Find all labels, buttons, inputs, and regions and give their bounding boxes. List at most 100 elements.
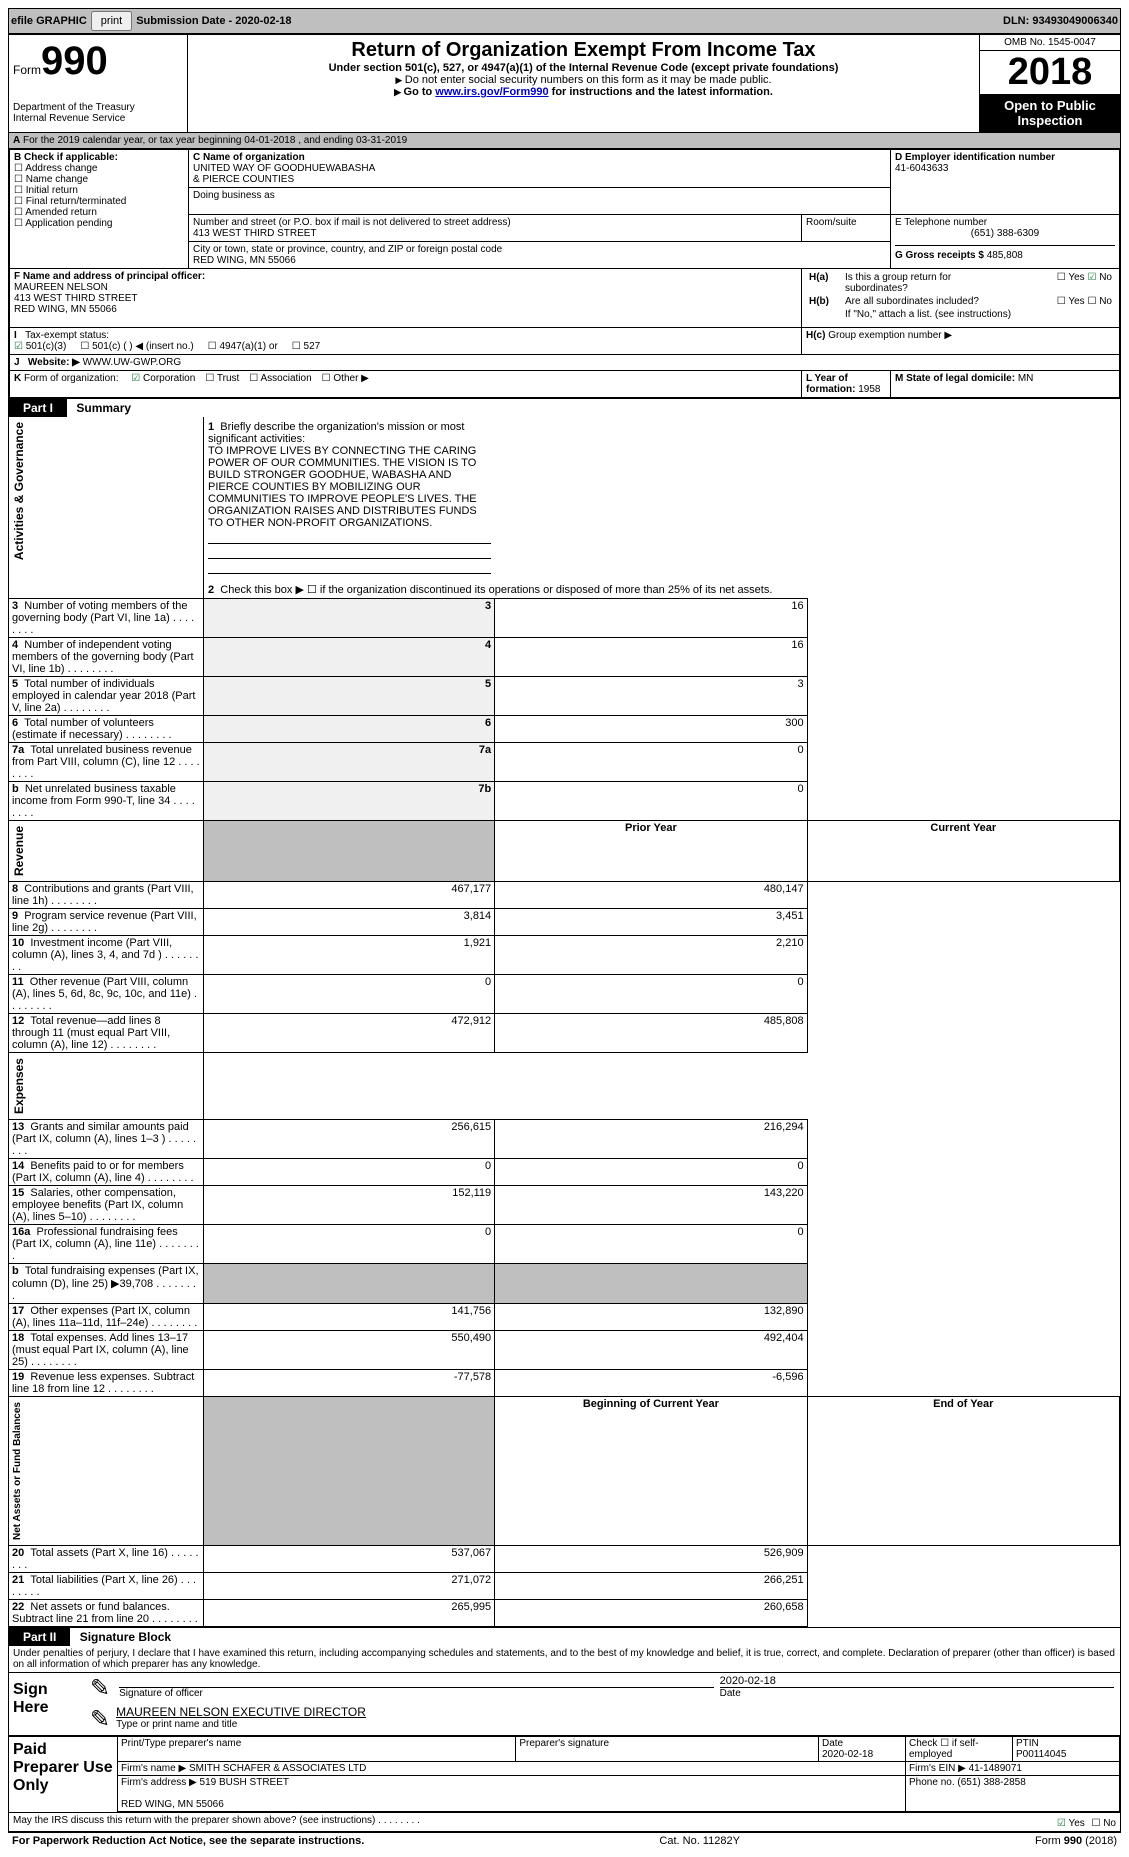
table-row: b Net unrelated business taxable income …: [9, 782, 1120, 821]
gov-section-label: Activities & Governance: [12, 418, 26, 564]
rev-section-label: Revenue: [12, 822, 26, 880]
firm-phone: (651) 388-2858: [957, 1777, 1025, 1788]
box-b-checkbox[interactable]: Name change: [14, 174, 184, 185]
footer-cat: Cat. No. 11282Y: [659, 1835, 740, 1847]
firm-name-label: Firm's name ▶: [121, 1763, 186, 1774]
tax-status-option[interactable]: 4947(a)(1) or: [208, 341, 278, 352]
h-b-label: Are all subordinates included?: [842, 295, 1019, 308]
box-j-label: Website: ▶: [28, 357, 80, 368]
box-c-label: C Name of organization: [193, 152, 886, 163]
tax-status-option[interactable]: 501(c)(3): [14, 341, 66, 352]
col-current-year: Current Year: [807, 821, 1119, 882]
prep-name-label: Print/Type preparer's name: [121, 1738, 241, 1749]
line2-text: Check this box ▶ ☐ if the organization d…: [220, 584, 772, 596]
table-row: 18 Total expenses. Add lines 13–17 (must…: [9, 1331, 1120, 1370]
tax-status-option[interactable]: 527: [292, 341, 320, 352]
h-a-yes[interactable]: Yes: [1057, 272, 1085, 283]
pen-icon: ✎: [87, 1673, 113, 1705]
box-k-label: Form of organization:: [24, 373, 119, 384]
box-b-checkbox[interactable]: Amended return: [14, 207, 184, 218]
typed-label: Type or print name and title: [116, 1719, 1117, 1730]
sig-officer-label: Signature of officer: [119, 1687, 714, 1699]
col-beg-year: Beginning of Current Year: [495, 1397, 807, 1546]
table-row: 19 Revenue less expenses. Subtract line …: [9, 1370, 1120, 1397]
col-end-year: End of Year: [807, 1397, 1119, 1546]
footer-right: Form 990 (2018): [1035, 1835, 1117, 1847]
form-org-option[interactable]: Other ▶: [322, 373, 369, 384]
state-domicile: MN: [1018, 373, 1034, 384]
pen-icon: ✎: [87, 1704, 113, 1735]
firm-ein: 41-1489071: [969, 1763, 1022, 1774]
sig-date-label: Date: [720, 1687, 1114, 1699]
line1-label: Briefly describe the organization's miss…: [208, 421, 464, 445]
officer-name: MAUREEN NELSON: [14, 282, 797, 293]
tax-status-option[interactable]: 501(c) ( ) ◀ (insert no.): [80, 341, 193, 352]
paid-preparer-label: Paid Preparer Use Only: [9, 1736, 118, 1812]
table-row: 6 Total number of volunteers (estimate i…: [9, 716, 1120, 743]
form-org-option[interactable]: Trust: [205, 373, 239, 384]
table-row: 21 Total liabilities (Part X, line 26)27…: [9, 1573, 1120, 1600]
telephone: (651) 388-6309: [895, 228, 1115, 239]
table-row: 7a Total unrelated business revenue from…: [9, 743, 1120, 782]
table-row: 3 Number of voting members of the govern…: [9, 599, 1120, 638]
prep-self-employed[interactable]: Check ☐ if self-employed: [906, 1736, 1013, 1762]
h-b-no[interactable]: No: [1087, 296, 1112, 307]
table-row: 17 Other expenses (Part IX, column (A), …: [9, 1304, 1120, 1331]
ptin-value: P00114045: [1016, 1749, 1066, 1760]
form-org-option[interactable]: Corporation: [131, 373, 195, 384]
box-b-checkbox[interactable]: Application pending: [14, 218, 184, 229]
officer-typed-name: MAUREEN NELSON EXECUTIVE DIRECTOR: [116, 1705, 1117, 1719]
box-g-label: G Gross receipts $: [895, 250, 987, 261]
box-b-checkbox[interactable]: Initial return: [14, 185, 184, 196]
table-row: 10 Investment income (Part VIII, column …: [9, 936, 1120, 975]
h-a-no[interactable]: No: [1087, 272, 1112, 283]
dba-label: Doing business as: [193, 190, 886, 201]
submission-date-label: Submission Date - 2020-02-18: [136, 15, 291, 27]
box-b-checkbox[interactable]: Address change: [14, 163, 184, 174]
footer-left: For Paperwork Reduction Act Notice, see …: [12, 1835, 364, 1847]
firm-phone-label: Phone no.: [909, 1777, 957, 1788]
print-button[interactable]: print: [91, 11, 132, 31]
table-row: 16a Professional fundraising fees (Part …: [9, 1225, 1120, 1264]
goto-label: Go to: [394, 86, 435, 98]
form-word: Form: [13, 63, 41, 77]
firm-name: SMITH SCHAFER & ASSOCIATES LTD: [189, 1763, 366, 1774]
prep-sig-label: Preparer's signature: [519, 1738, 609, 1749]
form-header: Form990 Department of the Treasury Inter…: [9, 35, 1120, 132]
h-b-note: If "No," attach a list. (see instruction…: [842, 308, 1115, 321]
instructions-link[interactable]: www.irs.gov/Form990: [435, 86, 548, 98]
part-ii-title: Signature Block: [80, 1630, 171, 1644]
h-c-label: Group exemption number ▶: [828, 330, 952, 341]
city-state-zip: RED WING, MN 55066: [193, 255, 886, 266]
org-name: UNITED WAY OF GOODHUEWABASHA & PIERCE CO…: [193, 163, 886, 185]
form-org-option[interactable]: Association: [249, 373, 311, 384]
part-ii-label: Part II: [9, 1628, 70, 1646]
h-a-label: Is this a group return for subordinates?: [842, 271, 1019, 295]
h-b-yes[interactable]: Yes: [1057, 296, 1085, 307]
tax-year: 2018: [980, 51, 1120, 94]
firm-ein-label: Firm's EIN ▶: [909, 1763, 966, 1774]
box-e-label: E Telephone number: [895, 217, 1115, 228]
discuss-yes[interactable]: Yes: [1057, 1818, 1085, 1829]
efile-label: efile GRAPHIC: [11, 15, 87, 27]
website: WWW.UW-GWP.ORG: [83, 357, 182, 368]
dept-label: Department of the Treasury Internal Reve…: [13, 102, 183, 124]
prep-date: 2020-02-18: [822, 1749, 873, 1760]
prep-date-label: Date: [822, 1738, 843, 1749]
room-label: Room/suite: [806, 217, 886, 228]
discuss-no[interactable]: No: [1091, 1818, 1116, 1829]
table-row: 8 Contributions and grants (Part VIII, l…: [9, 882, 1120, 909]
box-f-label: F Name and address of principal officer:: [14, 271, 797, 282]
mission-text: TO IMPROVE LIVES BY CONNECTING THE CARIN…: [208, 445, 477, 529]
part-i-title: Summary: [76, 401, 131, 415]
table-row: 9 Program service revenue (Part VIII, li…: [9, 909, 1120, 936]
box-b-checkbox[interactable]: Final return/terminated: [14, 196, 184, 207]
gross-receipts: 485,808: [987, 250, 1023, 261]
table-row: 14 Benefits paid to or for members (Part…: [9, 1159, 1120, 1186]
form-number: 990: [41, 39, 108, 83]
year-formation: 1958: [858, 384, 880, 395]
officer-addr: 413 WEST THIRD STREET RED WING, MN 55066: [14, 293, 797, 315]
entity-block: B Check if applicable: Address changeNam…: [9, 149, 1120, 398]
top-toolbar: efile GRAPHIC print Submission Date - 20…: [8, 8, 1121, 34]
table-row: 4 Number of independent voting members o…: [9, 638, 1120, 677]
